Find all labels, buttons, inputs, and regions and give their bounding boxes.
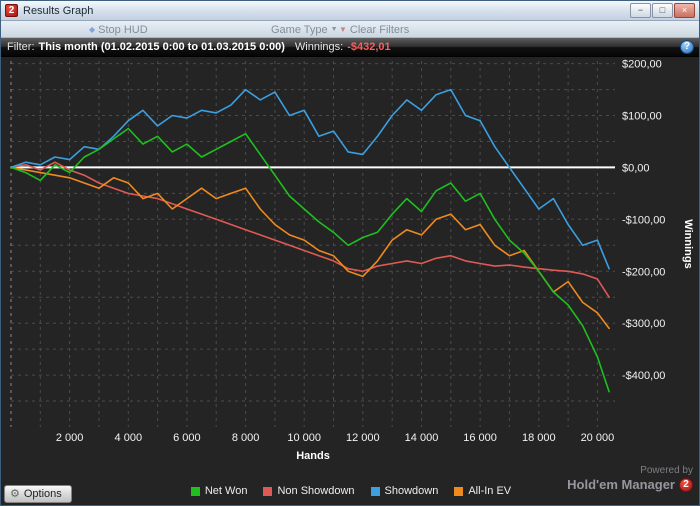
close-button[interactable]: × xyxy=(674,3,695,18)
filter-label: Filter: xyxy=(7,41,35,53)
legend-swatch-non-showdown xyxy=(263,486,273,496)
window-controls: − □ × xyxy=(630,3,695,18)
legend-label: Net Won xyxy=(204,485,248,497)
powered-by-text: Powered by xyxy=(640,465,693,476)
y-tick-label: $0,00 xyxy=(622,162,650,174)
winnings-value: -$432,01 xyxy=(347,41,391,53)
x-tick-label: 6 000 xyxy=(173,432,201,444)
filter-value: This month (01.02.2015 0:00 to 01.03.201… xyxy=(38,41,285,53)
y-tick-label: -$400,00 xyxy=(622,370,665,382)
legend-item-net-won[interactable]: Net Won xyxy=(190,485,248,497)
y-tick-label: -$100,00 xyxy=(622,214,665,226)
powered-by: Powered by Hold'em Manager 2 xyxy=(567,465,693,492)
toolbar-item-game-type[interactable]: Game Type ▼ xyxy=(271,22,338,37)
results-chart: 2 000 4 000 6 000 8 000 10 000 12 000 14 000 16… xyxy=(10,59,694,462)
legend-label: Showdown xyxy=(384,485,439,497)
winnings-label: Winnings: xyxy=(294,41,344,53)
help-button[interactable]: ? xyxy=(680,40,694,54)
toolbar-item-clear-filters[interactable]: ▼ Clear Filters xyxy=(339,22,409,37)
x-tick-label: 10 000 xyxy=(287,432,321,444)
options-label: Options xyxy=(23,488,62,500)
toolbar-item-stop-hud[interactable]: ◆ Stop HUD xyxy=(89,22,148,37)
legend-item-showdown[interactable]: Showdown xyxy=(370,485,439,497)
brand-name: Hold'em Manager xyxy=(567,477,675,492)
chart-legend: Net Won Non Showdown Showdown All-In EV xyxy=(1,484,699,498)
legend-swatch-net-won xyxy=(190,486,200,496)
legend-swatch-all-in-ev xyxy=(454,486,464,496)
toolbar-item-label: Stop HUD xyxy=(98,23,148,36)
x-axis-label: Hands xyxy=(296,450,330,462)
y-tick-label: -$200,00 xyxy=(622,266,665,278)
series-line-net-won xyxy=(10,127,610,393)
x-tick-label: 12 000 xyxy=(346,432,380,444)
hm2-footer-logo-icon: 2 xyxy=(679,477,693,492)
legend-swatch-showdown xyxy=(370,486,380,496)
window-title: Results Graph xyxy=(23,4,94,17)
legend-label: All-In EV xyxy=(468,485,512,497)
toolbar-item-label: Game Type xyxy=(271,23,328,36)
y-axis-label: Winnings xyxy=(682,219,694,268)
legend-item-all-in-ev[interactable]: All-In EV xyxy=(454,485,511,497)
chart-region: 2 000 4 000 6 000 8 000 10 000 12 000 14 000 16… xyxy=(1,57,699,505)
gear-icon: ⚙ xyxy=(10,487,20,500)
y-tick-label: -$300,00 xyxy=(622,318,665,330)
hm2-logo-icon: 2 xyxy=(5,4,18,17)
filter-bar: Filter: This month (01.02.2015 0:00 to 0… xyxy=(1,38,699,57)
y-tick-label: $200,00 xyxy=(622,59,662,71)
x-tick-label: 16 000 xyxy=(463,432,497,444)
series-line-showdown xyxy=(10,88,610,270)
legend-label: Non Showdown xyxy=(277,485,355,497)
series-line-all-in-ev xyxy=(10,166,610,330)
legend-item-non-showdown[interactable]: Non Showdown xyxy=(263,485,355,497)
minimize-button[interactable]: − xyxy=(630,3,651,18)
titlebar[interactable]: 2 Results Graph − □ × xyxy=(1,1,699,21)
x-tick-label: 4 000 xyxy=(115,432,143,444)
y-tick-label: $100,00 xyxy=(622,111,662,123)
chevron-down-icon: ▼ xyxy=(330,26,338,33)
filter-funnel-icon: ▼ xyxy=(339,24,347,34)
toolbar: ◆ Stop HUD Game Type ▼ ▼ Clear Filters xyxy=(1,21,699,38)
maximize-button[interactable]: □ xyxy=(652,3,673,18)
options-button[interactable]: ⚙ Options xyxy=(4,485,72,503)
toolbar-item-label: Clear Filters xyxy=(349,23,410,36)
hud-icon: ◆ xyxy=(89,24,96,34)
x-tick-label: 20 000 xyxy=(581,432,615,444)
x-tick-label: 14 000 xyxy=(405,432,439,444)
x-tick-label: 8 000 xyxy=(232,432,260,444)
series-line-non-showdown xyxy=(10,161,610,298)
x-tick-label: 18 000 xyxy=(522,432,556,444)
x-tick-label: 2 000 xyxy=(56,432,84,444)
